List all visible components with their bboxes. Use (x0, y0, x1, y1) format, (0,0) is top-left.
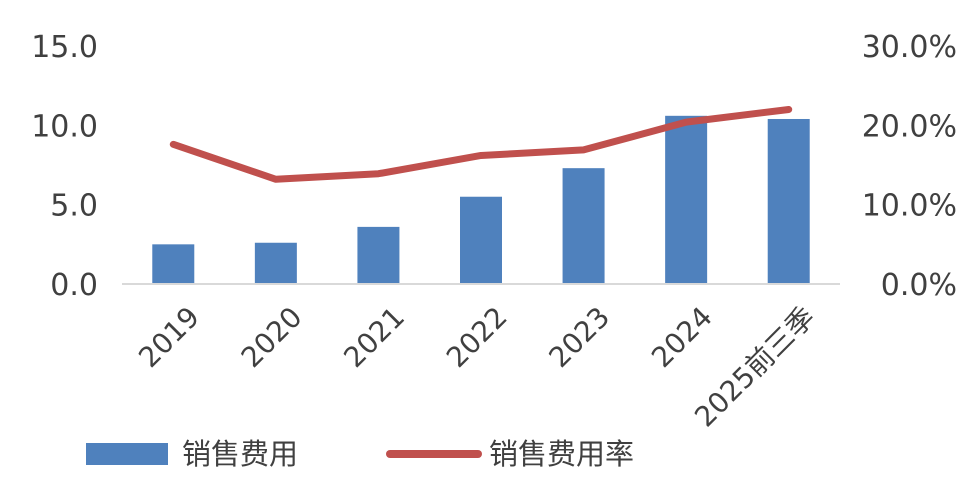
legend-label-line: 销售费用率 (489, 437, 634, 471)
bar (254, 242, 297, 284)
x-axis-tick-label: 2023 (542, 300, 616, 374)
x-axis-tick-label: 2020 (235, 300, 309, 374)
bar (460, 196, 502, 284)
left-axis-tick-label: 10.0 (31, 109, 98, 144)
left-axis-tick-label: 15.0 (31, 30, 98, 65)
bar (562, 168, 605, 284)
legend-swatch-bar (86, 443, 168, 465)
bar-series (152, 115, 810, 285)
right-axis-tick-label: 20.0% (862, 109, 957, 144)
left-axis-ticks: 0.0 5.0 10.0 15.0 (31, 30, 98, 303)
x-axis-tick-label: 2021 (337, 300, 411, 374)
bar (357, 226, 400, 284)
left-axis-tick-label: 0.0 (50, 268, 98, 303)
x-axis-tick-label: 2022 (440, 300, 514, 374)
x-axis-tick-label: 2019 (132, 300, 206, 374)
legend-label-bar: 销售费用 (182, 437, 298, 471)
bar (152, 244, 195, 284)
right-axis-tick-label: 0.0% (881, 268, 957, 303)
bar (665, 115, 708, 285)
right-axis-tick-label: 10.0% (862, 189, 957, 224)
left-axis-tick-label: 5.0 (50, 189, 98, 224)
right-axis-tick-label: 30.0% (862, 30, 957, 65)
line-series (169, 105, 793, 183)
bar (767, 118, 810, 284)
right-axis-ticks: 0.0% 10.0% 20.0% 30.0% (862, 30, 957, 303)
legend: 销售费用 销售费用率 (86, 437, 634, 471)
x-axis-tick-label: 2024 (645, 300, 719, 374)
